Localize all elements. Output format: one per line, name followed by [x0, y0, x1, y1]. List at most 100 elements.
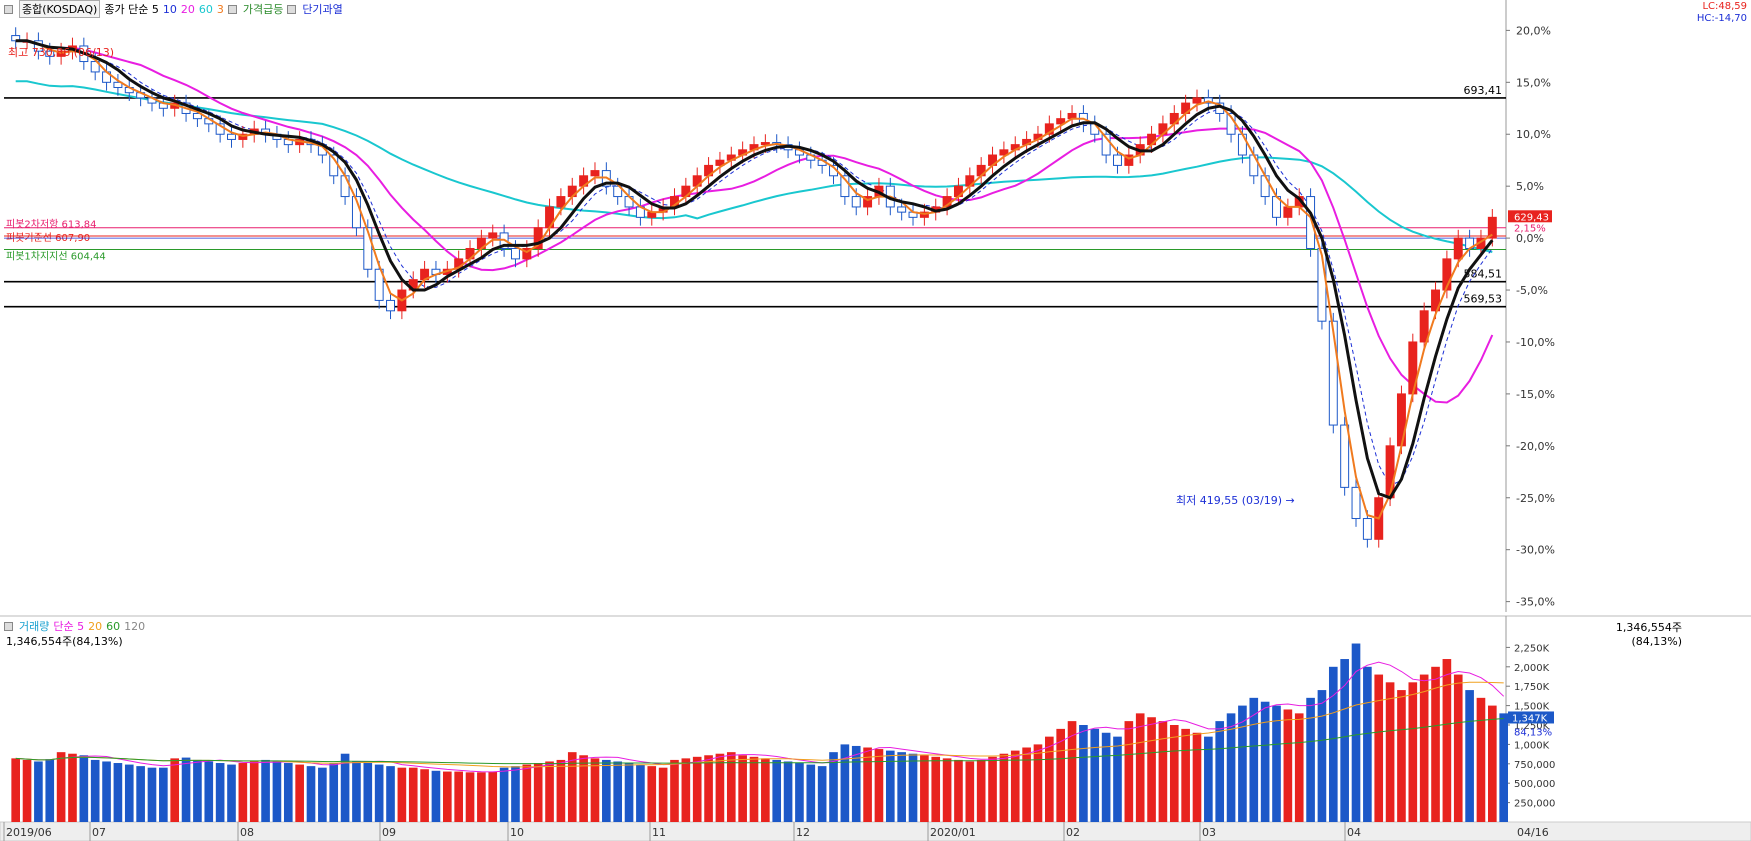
volume-bar — [318, 767, 327, 822]
vol-tick-label: 500,000 — [1514, 779, 1555, 790]
candle-body — [113, 81, 123, 89]
ma-period-10[interactable]: 10 — [162, 2, 177, 16]
volume-bar — [681, 758, 691, 822]
volume-bar — [477, 772, 486, 822]
volume-bar — [306, 766, 316, 822]
vol-tick-label: 1,000K — [1514, 740, 1550, 751]
volume-bar — [1272, 705, 1281, 822]
candle-body — [1113, 154, 1122, 166]
x-tick-label: 11 — [652, 826, 666, 839]
volume-bar — [749, 756, 759, 822]
volume-bar — [1056, 728, 1066, 822]
y-tick-label: 10,0% — [1516, 128, 1551, 141]
candle-body — [510, 247, 520, 260]
pivot-label: 피봇1차지지선 604,44 — [6, 251, 106, 263]
volume-bar — [851, 745, 861, 822]
volume-title[interactable]: 거래량 — [19, 620, 50, 633]
volume-bar — [817, 766, 827, 822]
volume-ma-label[interactable]: 단순 5 — [53, 620, 85, 633]
volume-bar — [45, 759, 55, 822]
candle-body — [613, 185, 623, 198]
candle-body — [374, 268, 384, 301]
lc-value: LC:48,59 — [1702, 1, 1747, 12]
pivot-label: 피봇2차저항 613,84 — [6, 219, 97, 231]
x-tick-label: 12 — [796, 826, 810, 839]
low-annotation: 최저 419,55 (03/19) → — [1176, 494, 1295, 507]
volume-bar — [374, 764, 384, 822]
volume-bar — [738, 755, 747, 822]
x-tick-label: 08 — [240, 826, 254, 839]
signal-overheat[interactable]: 단기과열 — [302, 3, 343, 16]
volume-bar — [1022, 747, 1031, 822]
volume-bar — [1442, 659, 1452, 822]
volume-collapse-icon[interactable] — [4, 621, 13, 631]
current-price-text: 629,43 — [1514, 212, 1549, 223]
candle-body — [1056, 118, 1066, 125]
volume-bar — [11, 758, 20, 822]
volume-bar — [715, 753, 725, 822]
price-chart-header: 종합(KOSDAQ) 종가 단순 5 10 20 60 3 가격급등 단기과열 — [4, 0, 343, 18]
volume-bar — [579, 755, 588, 822]
volume-bar — [1010, 750, 1020, 822]
volume-bar — [1419, 674, 1429, 822]
ma-period-3[interactable]: 3 — [216, 2, 224, 16]
volume-bar — [249, 761, 259, 822]
signal1-icon[interactable] — [227, 4, 237, 14]
volume-bar — [647, 766, 657, 822]
volume-bar — [670, 759, 679, 822]
hc-value: HC:-14,70 — [1696, 13, 1747, 24]
candle-body — [1431, 289, 1441, 312]
candle-body — [863, 196, 873, 208]
volume-bar — [193, 759, 202, 822]
volume-bar — [90, 759, 100, 822]
volume-bar — [238, 763, 248, 822]
vol-ma60-line — [15, 718, 1504, 765]
x-tick-label: 2019/06 — [6, 826, 52, 839]
candle-body — [192, 112, 202, 120]
volume-bar — [465, 772, 475, 822]
volume-bar — [954, 759, 963, 822]
volume-bar — [329, 763, 339, 822]
volume-right-label: 1,346,554주(84,13%) — [1615, 621, 1682, 648]
collapse-icon[interactable] — [4, 4, 13, 14]
level-label: 693,41 — [1464, 84, 1503, 97]
y-tick-label: -5,0% — [1516, 284, 1548, 297]
volume-bar — [124, 764, 134, 822]
ma-label[interactable]: 종가 단순 5 — [104, 3, 159, 16]
signal2-icon[interactable] — [287, 4, 297, 14]
candle-body — [999, 149, 1009, 156]
instrument-name[interactable]: 종합(KOSDAQ) — [19, 0, 101, 18]
y-tick-label: -25,0% — [1516, 492, 1555, 505]
volume-ma-120[interactable]: 120 — [124, 619, 146, 633]
candle-body — [522, 247, 532, 260]
volume-bar — [988, 756, 997, 822]
volume-ma-60[interactable]: 60 — [106, 619, 121, 633]
signal-price-surge[interactable]: 가격급등 — [242, 3, 284, 16]
candle-body — [760, 142, 770, 146]
candle-body — [363, 227, 373, 270]
candle-body — [1419, 310, 1429, 343]
volume-bar — [454, 771, 463, 822]
volume-bar — [1033, 744, 1043, 822]
volume-bar — [1488, 705, 1497, 822]
volume-bar — [511, 766, 520, 822]
candle-body — [840, 175, 850, 198]
candle-body — [1351, 486, 1361, 520]
candle-body — [1396, 393, 1406, 447]
volume-bar — [567, 752, 577, 822]
volume-bar — [1385, 682, 1395, 822]
volume-bar — [340, 753, 350, 822]
volume-bar — [442, 771, 452, 822]
volume-bar — [68, 753, 77, 822]
volume-bar — [79, 755, 89, 822]
x-tick-label: 04/16 — [1517, 826, 1549, 839]
volume-bar — [1408, 682, 1418, 822]
volume-ma-20[interactable]: 20 — [88, 619, 103, 633]
candle-body — [851, 196, 861, 208]
ma-period-20[interactable]: 20 — [180, 2, 195, 16]
ma-period-60[interactable]: 60 — [198, 2, 213, 16]
volume-bar — [1431, 666, 1440, 822]
volume-bar — [885, 750, 895, 822]
candle-body — [1192, 97, 1202, 104]
